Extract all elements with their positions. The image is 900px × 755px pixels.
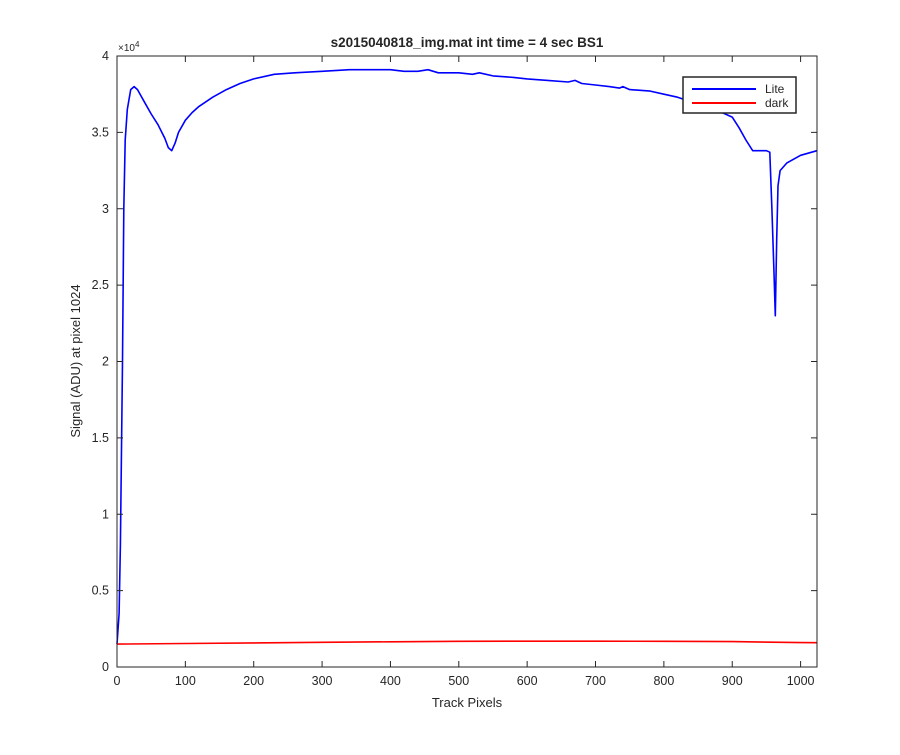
y-tick-label-2.5: 2.5	[92, 278, 109, 292]
x-tick-label-200: 200	[243, 674, 264, 688]
y-tick-label-0: 0	[102, 660, 109, 674]
legend-label-lite: Lite	[765, 82, 785, 96]
legend-box	[682, 76, 797, 114]
y-tick-label-2: 2	[102, 355, 109, 369]
y-exponent-label: ×104	[118, 40, 140, 54]
y-tick-label-1: 1	[102, 507, 109, 521]
plot-background	[117, 56, 817, 667]
chart-title: s2015040818_img.mat int time = 4 sec BS1	[331, 35, 604, 50]
x-axis-label: Track Pixels	[432, 695, 503, 710]
y-tick-label-3.5: 3.5	[92, 125, 109, 139]
x-tick-label-900: 900	[722, 674, 743, 688]
x-tick-label-400: 400	[380, 674, 401, 688]
x-tick-label-600: 600	[517, 674, 538, 688]
y-tick-label-0.5: 0.5	[92, 584, 109, 598]
y-axis-label: Signal (ADU) at pixel 1024	[68, 284, 83, 437]
legend-label-dark: dark	[765, 96, 789, 110]
x-tick-label-0: 0	[114, 674, 121, 688]
x-tick-label-700: 700	[585, 674, 606, 688]
x-tick-label-800: 800	[653, 674, 674, 688]
x-tick-label-1000: 1000	[787, 674, 815, 688]
series-layer	[116, 68, 818, 645]
series-line-lite	[116, 68, 818, 645]
x-axis: 0 100 200 300 400 500 600 700 800 900 1000	[114, 56, 815, 688]
y-axis: 0 0.5 1 1.5 2 2.5 3 3.5 4	[92, 49, 817, 674]
y-tick-label-3: 3	[102, 202, 109, 216]
y-tick-label-4: 4	[102, 49, 109, 63]
x-tick-label-100: 100	[175, 674, 196, 688]
x-tick-label-500: 500	[448, 674, 469, 688]
y-tick-label-1.5: 1.5	[92, 431, 109, 445]
legend: Lite dark	[682, 76, 797, 114]
x-tick-label-300: 300	[312, 674, 333, 688]
series-line-dark	[116, 640, 818, 645]
